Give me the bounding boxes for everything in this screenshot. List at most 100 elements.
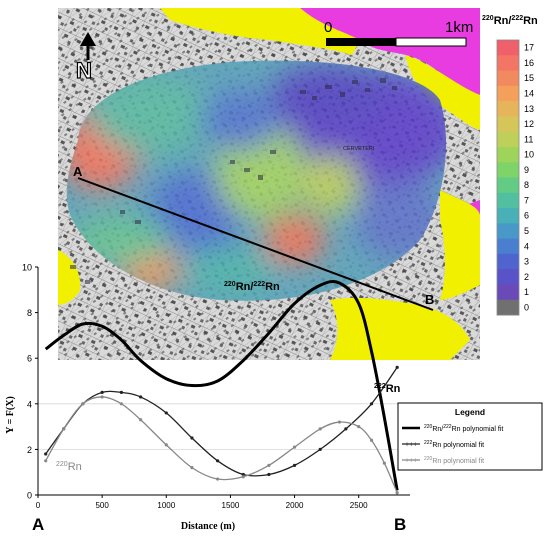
- geology-yellow-left: [58, 250, 81, 305]
- colorbar-swatch: [497, 284, 519, 301]
- data-point: [344, 427, 348, 431]
- y-tick-label: 4: [27, 399, 32, 409]
- colorbar-tick-label: 16: [524, 58, 534, 68]
- colorbar-swatch: [497, 116, 519, 133]
- colorbar-swatch: [497, 85, 519, 102]
- colorbar-tick-label: 9: [524, 165, 529, 175]
- concentration-overlay: [66, 60, 447, 301]
- svg-text:+++: +++: [405, 458, 417, 465]
- data-point: [62, 427, 66, 431]
- data-point: [395, 365, 399, 369]
- x-axis-label: Distance (m): [181, 521, 235, 532]
- colorbar-swatch: [497, 70, 519, 87]
- data-point: [369, 438, 374, 442]
- colorbar-swatch: [497, 177, 519, 194]
- colorbar-swatch: [497, 131, 519, 148]
- x-tick-label: 0: [36, 501, 41, 510]
- y-tick-label: 0: [27, 491, 32, 501]
- plot-label-b: B: [394, 515, 406, 534]
- colorbar-tick-label: 6: [524, 211, 529, 221]
- series-label-220: 220Rn: [56, 461, 82, 473]
- data-point: [44, 459, 48, 463]
- colorbar-swatch: [497, 269, 519, 285]
- geology-yellow-top: [160, 8, 360, 55]
- colorbar-tick-label: 17: [524, 43, 534, 53]
- data-point: [119, 390, 123, 394]
- data-point: [100, 395, 104, 399]
- y-tick-label: 2: [27, 445, 32, 455]
- data-point: [139, 418, 143, 422]
- colorbar-tick-label: 1: [524, 287, 529, 297]
- geology-magenta-top: [300, 8, 480, 95]
- colorbar-swatch: [497, 162, 519, 178]
- data-point: [164, 411, 168, 415]
- geology-yellow-top2: [405, 55, 480, 130]
- colorbar-swatch: [497, 253, 519, 270]
- plot-panel: 0 2 4 6 8 10 0 500 1000 1500 2000 2500: [22, 263, 410, 510]
- data-point: [357, 425, 361, 429]
- colorbar-tick-label: 3: [524, 257, 529, 267]
- series-222-line: [45, 366, 398, 477]
- scale-bar: [326, 37, 467, 47]
- plot-axes: 0 2 4 6 8 10 0 500 1000 1500 2000 2500: [22, 263, 410, 510]
- plot-label-a: A: [32, 515, 44, 534]
- colorbar-tick-label: 8: [524, 180, 529, 190]
- data-point: [119, 402, 123, 406]
- data-point: [139, 395, 143, 399]
- x-tick-label: 500: [95, 501, 109, 510]
- data-point: [292, 445, 297, 449]
- data-point: [395, 491, 399, 495]
- colorbar-tick-label: 12: [524, 119, 534, 129]
- colorbar-swatch: [497, 55, 519, 72]
- colorbar-swatch: [497, 299, 519, 316]
- data-point: [267, 463, 271, 467]
- data-point: [382, 461, 386, 465]
- data-point: [215, 477, 220, 481]
- colorbar-tick-label: 2: [524, 272, 529, 282]
- x-tick-label: 2500: [350, 501, 368, 510]
- x-tick-label: 2000: [286, 501, 304, 510]
- point-b-label: B: [425, 292, 434, 307]
- point-a-label: A: [73, 164, 83, 179]
- north-arrow-icon: [80, 32, 96, 60]
- north-label: N: [76, 58, 92, 83]
- series-ratio-line: [44, 279, 399, 491]
- series-label-ratio: 220Rn/222Rn: [224, 281, 280, 293]
- data-point: [267, 472, 271, 477]
- colorbar-tick-label: 4: [524, 241, 529, 251]
- colorbar-swatch: [497, 40, 519, 56]
- data-point: [318, 447, 322, 451]
- data-point: [241, 472, 245, 477]
- legend-item-ratio: 220Rn/222Rn polynomial fit: [424, 424, 503, 433]
- data-point: [164, 443, 168, 447]
- y-axis-label: Y = F(X): [5, 396, 16, 434]
- data-point: [81, 402, 85, 406]
- colorbar-tick-label: 14: [524, 88, 534, 98]
- data-point: [337, 420, 342, 424]
- colorbar-tick-label: 13: [524, 104, 534, 114]
- colorbar-tick-label: 10: [524, 150, 534, 160]
- svg-text:+++: +++: [405, 442, 417, 449]
- town-blocks: [70, 78, 397, 284]
- data-point: [215, 459, 220, 463]
- colorbar-tick-label: 7: [524, 195, 529, 205]
- colorbar-tick-label: 15: [524, 73, 534, 83]
- scale-end-label: 1km: [445, 19, 473, 36]
- data-point: [100, 390, 104, 394]
- data-point: [292, 463, 297, 467]
- x-tick-label: 1000: [157, 501, 175, 510]
- colorbar-tick-label: 11: [524, 134, 533, 144]
- data-point: [190, 436, 194, 440]
- colorbar-swatch: [497, 192, 519, 209]
- colorbar-swatch: [497, 223, 519, 240]
- data-point: [318, 427, 322, 431]
- data-point: [369, 402, 374, 406]
- colorbar-swatch: [497, 101, 519, 117]
- transect-line: [77, 177, 434, 311]
- colorbar-tick-label: 5: [524, 226, 529, 236]
- colorbar-swatch: [497, 238, 519, 255]
- plot-series: [44, 279, 399, 495]
- legend-title: Legend: [455, 407, 485, 417]
- y-tick-label: 6: [27, 354, 32, 364]
